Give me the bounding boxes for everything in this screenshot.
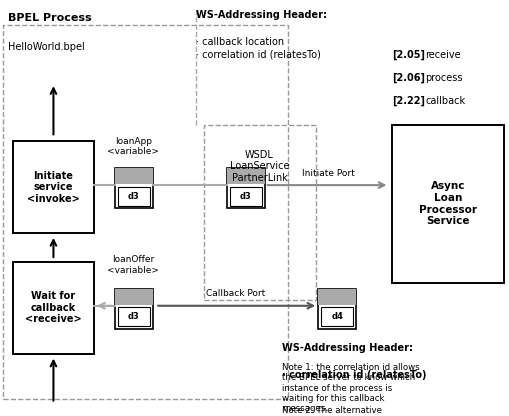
Bar [13, 141, 94, 233]
Text: WS-Addressing Header:: WS-Addressing Header: [196, 10, 327, 20]
Text: Note 2: The alternative
approach is to use
content-based correlation
using <corr: Note 2: The alternative approach is to u… [282, 406, 394, 416]
Text: · correlation id (relatesTo): · correlation id (relatesTo) [282, 370, 427, 380]
Text: WS-Addressing Header:: WS-Addressing Header: [282, 343, 413, 353]
Text: loanOffer
<variable>: loanOffer <variable> [107, 255, 159, 275]
Bar [3, 25, 288, 399]
Bar [227, 168, 265, 208]
Text: process: process [425, 73, 463, 83]
Text: Wait for
callback
<receive>: Wait for callback <receive> [25, 291, 82, 324]
Text: WSDL
LoanService
PartnerLink: WSDL LoanService PartnerLink [230, 150, 289, 183]
Bar [318, 289, 356, 305]
Bar [115, 289, 153, 305]
Bar [118, 307, 150, 326]
Text: [2.05]: [2.05] [392, 50, 425, 60]
Text: Async
Loan
Processor
Service: Async Loan Processor Service [419, 181, 477, 226]
Text: callback: callback [425, 96, 465, 106]
Bar [204, 125, 316, 300]
Text: Initiate Port: Initiate Port [302, 168, 355, 178]
Text: [2.06]: [2.06] [392, 73, 425, 83]
Text: d3: d3 [240, 192, 251, 201]
Bar [115, 289, 153, 329]
Bar [321, 307, 353, 326]
Bar [392, 125, 504, 283]
Bar [118, 187, 150, 206]
Text: d3: d3 [128, 192, 139, 201]
Text: BPEL Process: BPEL Process [8, 13, 91, 23]
Bar [13, 262, 94, 354]
Text: HelloWorld.bpel: HelloWorld.bpel [8, 42, 84, 52]
Text: Note 1: the correlation id allows
the BPEL server to know which
instance of the : Note 1: the correlation id allows the BP… [282, 363, 420, 414]
Text: d3: d3 [128, 312, 139, 321]
Text: receive: receive [425, 50, 461, 60]
Text: [2.22]: [2.22] [392, 96, 425, 106]
Text: Initiate
service
<invoke>: Initiate service <invoke> [27, 171, 80, 204]
Bar [227, 168, 265, 184]
Bar [318, 289, 356, 329]
Text: loanApp
<variable>: loanApp <variable> [107, 136, 159, 156]
Bar [230, 187, 262, 206]
Text: · callback location
· correlation id (relatesTo): · callback location · correlation id (re… [196, 37, 321, 59]
Bar [115, 168, 153, 208]
Bar [115, 168, 153, 184]
Text: Callback Port: Callback Port [206, 289, 265, 298]
Text: d4: d4 [331, 312, 343, 321]
